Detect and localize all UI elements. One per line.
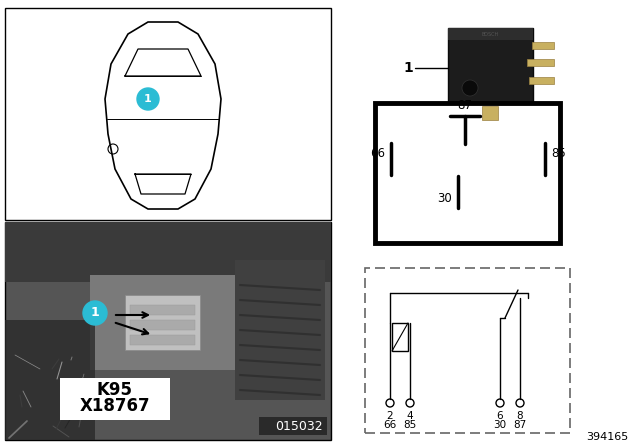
Bar [5, 8, 331, 220]
Bar [259, 417, 327, 435]
Bar [365, 268, 570, 433]
Circle shape [83, 301, 107, 325]
Bar [60, 378, 170, 420]
Bar [527, 59, 554, 66]
Text: 015032: 015032 [275, 419, 323, 432]
Bar [529, 77, 554, 84]
Text: 87: 87 [513, 420, 527, 430]
Text: 8: 8 [516, 411, 524, 421]
Bar [392, 323, 408, 351]
Bar [125, 295, 200, 350]
Bar [375, 103, 560, 243]
Bar [130, 305, 195, 315]
Circle shape [137, 88, 159, 110]
Text: 6: 6 [497, 411, 503, 421]
Text: 66: 66 [383, 420, 397, 430]
Text: X18767: X18767 [80, 397, 150, 415]
Bar [90, 275, 235, 370]
Text: 1: 1 [91, 306, 99, 319]
Text: 85: 85 [403, 420, 417, 430]
Text: 394165: 394165 [586, 432, 628, 442]
Bar [482, 106, 498, 120]
Bar [130, 335, 195, 345]
Bar [448, 28, 533, 40]
Bar [5, 222, 331, 282]
Bar [235, 260, 325, 400]
Bar [130, 320, 195, 330]
Text: 66: 66 [370, 146, 385, 159]
Text: K95: K95 [97, 381, 133, 399]
Text: 30: 30 [437, 191, 452, 204]
Text: 30: 30 [493, 420, 507, 430]
Text: 2: 2 [387, 411, 394, 421]
Text: BOSCH: BOSCH [481, 31, 499, 36]
Text: 87: 87 [458, 99, 472, 112]
Text: 85: 85 [551, 146, 566, 159]
Bar [5, 222, 331, 440]
Text: 1: 1 [144, 94, 152, 104]
Text: 1: 1 [403, 61, 413, 75]
Bar [532, 42, 554, 49]
Bar [448, 28, 533, 108]
Bar [5, 320, 95, 440]
Circle shape [462, 80, 478, 96]
Text: 4: 4 [406, 411, 413, 421]
